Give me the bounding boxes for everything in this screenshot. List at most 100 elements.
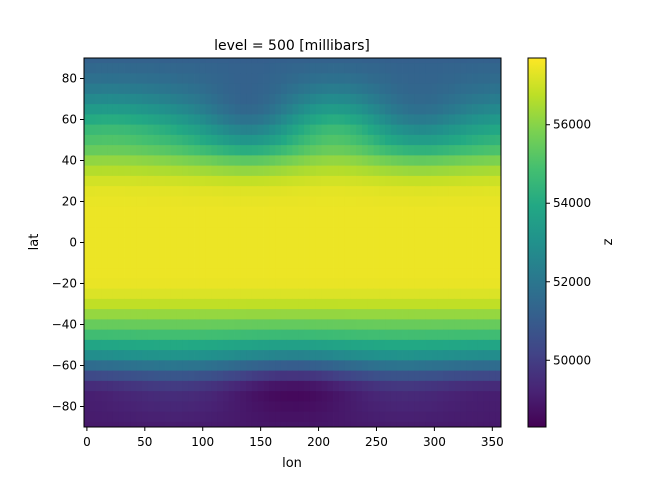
heatmap-cell bbox=[292, 93, 299, 105]
heatmap-cell bbox=[338, 206, 346, 218]
heatmap-cell bbox=[141, 329, 149, 341]
heatmap-cell bbox=[292, 339, 299, 351]
heatmap-cell bbox=[344, 360, 351, 372]
heatmap-cell bbox=[304, 391, 311, 402]
heatmap-cell bbox=[460, 134, 467, 146]
heatmap-cell bbox=[298, 175, 305, 187]
heatmap-cell bbox=[321, 175, 328, 187]
heatmap-cell bbox=[495, 370, 502, 382]
heatmap-cell bbox=[356, 350, 363, 361]
heatmap-cell bbox=[101, 83, 108, 95]
heatmap-cell bbox=[356, 93, 363, 105]
heatmap-cell bbox=[159, 196, 166, 208]
heatmap-cell bbox=[477, 268, 485, 279]
heatmap-cell bbox=[362, 309, 369, 320]
heatmap-cell bbox=[304, 370, 311, 382]
heatmap-cell bbox=[251, 104, 259, 115]
heatmap-cell bbox=[460, 288, 467, 300]
heatmap-cell bbox=[280, 350, 288, 361]
heatmap-cell bbox=[246, 329, 253, 341]
heatmap-cell bbox=[217, 339, 224, 351]
x-tick-label: 300 bbox=[423, 435, 446, 449]
heatmap-cell bbox=[298, 268, 305, 279]
heatmap-cell bbox=[437, 319, 444, 331]
heatmap-cell bbox=[298, 247, 305, 259]
heatmap-cell bbox=[118, 401, 125, 413]
heatmap-cell bbox=[477, 391, 485, 402]
heatmap-cell bbox=[112, 175, 120, 187]
heatmap-cell bbox=[408, 319, 415, 331]
heatmap-cell bbox=[251, 175, 259, 187]
heatmap-cell bbox=[425, 216, 432, 228]
heatmap-cell bbox=[309, 288, 317, 300]
heatmap-cell bbox=[483, 370, 490, 382]
heatmap-cell bbox=[419, 421, 427, 428]
heatmap-cell bbox=[159, 73, 166, 85]
heatmap-cell bbox=[489, 278, 496, 290]
heatmap-cell bbox=[356, 391, 363, 402]
heatmap-cell bbox=[362, 401, 369, 413]
heatmap-cell bbox=[240, 268, 247, 279]
heatmap-cell bbox=[356, 380, 363, 392]
heatmap-cell bbox=[419, 83, 427, 95]
heatmap-cell bbox=[286, 268, 293, 279]
heatmap-cell bbox=[205, 298, 212, 310]
heatmap-cell bbox=[263, 268, 270, 279]
heatmap-cell bbox=[315, 257, 322, 269]
heatmap-cell bbox=[425, 155, 432, 167]
heatmap-cell bbox=[141, 411, 149, 423]
heatmap-cell bbox=[495, 58, 502, 64]
heatmap-cell bbox=[130, 391, 137, 402]
heatmap-cell bbox=[321, 216, 328, 228]
heatmap-cell bbox=[483, 350, 490, 361]
heatmap-cell bbox=[286, 134, 293, 146]
heatmap-cell bbox=[356, 206, 363, 218]
heatmap-cell bbox=[309, 278, 317, 290]
heatmap-cell bbox=[385, 124, 392, 136]
heatmap-cell bbox=[234, 227, 241, 238]
heatmap-cell bbox=[269, 278, 276, 290]
heatmap-cell bbox=[228, 206, 235, 218]
heatmap-cell bbox=[309, 145, 317, 156]
heatmap-cell bbox=[112, 83, 120, 95]
heatmap-cell bbox=[321, 339, 328, 351]
heatmap-cell bbox=[176, 73, 183, 85]
heatmap-cell bbox=[170, 206, 178, 218]
heatmap-cell bbox=[344, 380, 351, 392]
heatmap-cell bbox=[304, 298, 311, 310]
heatmap-cell bbox=[211, 114, 218, 126]
heatmap-cell bbox=[344, 134, 351, 146]
heatmap-cell bbox=[263, 63, 270, 74]
heatmap-cell bbox=[379, 421, 386, 428]
heatmap-cell bbox=[431, 216, 438, 228]
heatmap-cell bbox=[327, 104, 334, 115]
heatmap-cell bbox=[333, 247, 340, 259]
heatmap-cell bbox=[223, 288, 230, 300]
heatmap-cell bbox=[188, 257, 195, 269]
heatmap-cell bbox=[95, 186, 102, 197]
heatmap-cell bbox=[217, 104, 224, 115]
heatmap-cell bbox=[327, 288, 334, 300]
heatmap-cell bbox=[89, 401, 96, 413]
heatmap-cell bbox=[234, 216, 241, 228]
heatmap-cell bbox=[396, 206, 403, 218]
heatmap-cell bbox=[414, 237, 421, 249]
heatmap-cell bbox=[147, 93, 154, 105]
heatmap-cell bbox=[362, 268, 369, 279]
heatmap-cell bbox=[466, 309, 473, 320]
heatmap-cell bbox=[396, 411, 403, 423]
heatmap-cell bbox=[234, 391, 241, 402]
heatmap-cell bbox=[95, 124, 102, 136]
heatmap-cell bbox=[367, 401, 374, 413]
heatmap-cell bbox=[304, 247, 311, 259]
heatmap-cell bbox=[240, 360, 247, 372]
heatmap-cell bbox=[390, 104, 398, 115]
heatmap-cell bbox=[390, 411, 398, 423]
heatmap-cell bbox=[182, 227, 189, 238]
heatmap-cell bbox=[280, 155, 288, 167]
heatmap-cell bbox=[390, 145, 398, 156]
heatmap-cell bbox=[176, 380, 183, 392]
heatmap-cell bbox=[350, 401, 357, 413]
heatmap-cell bbox=[390, 380, 398, 392]
heatmap-cell bbox=[350, 350, 357, 361]
